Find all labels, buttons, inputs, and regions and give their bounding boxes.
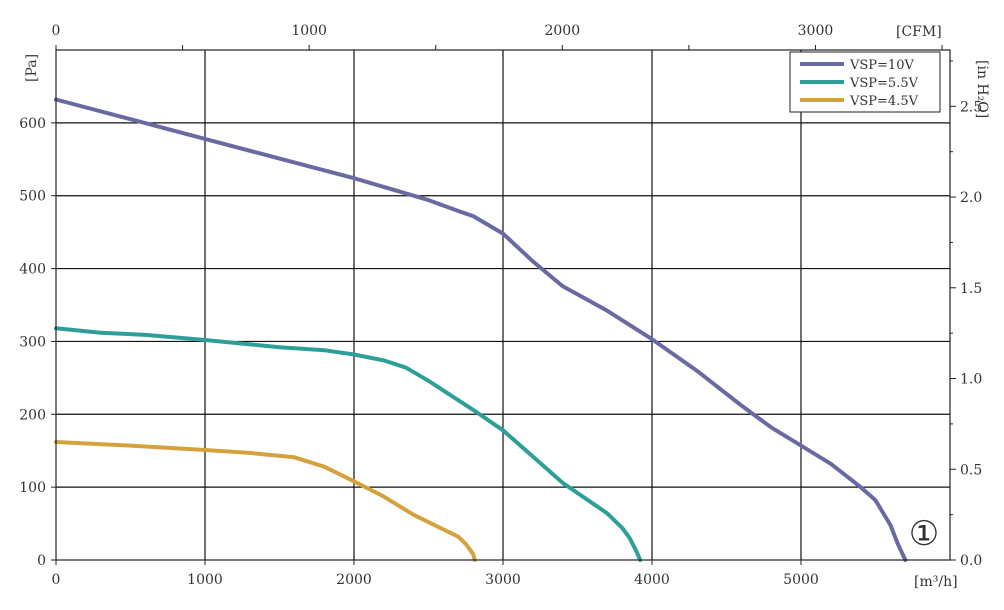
y-right-tick-label: 1.0 (960, 372, 982, 388)
legend-label: VSP=4.5V (849, 94, 919, 109)
grid-lines (56, 50, 950, 560)
y-tick-label: 400 (19, 262, 46, 278)
x-axis-bottom: 0 1000 2000 3000 4000 5000 (52, 560, 819, 588)
x-axis-top-cfm: 0 1000 2000 3000 (52, 23, 943, 50)
y-axis-unit-label: [Pa] (24, 54, 40, 82)
y-tick-label: 0 (37, 553, 46, 569)
x-tick-label: 4000 (634, 572, 670, 588)
legend-label: VSP=5.5V (849, 76, 919, 91)
x-tick-label: 1000 (187, 572, 223, 588)
series-line (54, 97, 908, 562)
y-right-tick-label: 2.5 (960, 99, 982, 115)
series-line (54, 326, 643, 562)
y-tick-label: 200 (19, 407, 46, 423)
x-tick-label: 3000 (485, 572, 521, 588)
y-tick-label: 500 (19, 189, 46, 205)
curve-number-marker: ① (909, 514, 939, 554)
x-tick-label: 5000 (783, 572, 819, 588)
y-right-tick-label: 0.5 (960, 462, 982, 478)
x-axis-unit-label: [m³/h] (914, 574, 958, 590)
x-top-tick-label: 3000 (798, 23, 834, 39)
x-axis-top-unit-label: [CFM] (896, 24, 942, 40)
y-right-tick-label: 1.5 (960, 281, 982, 297)
x-top-tick-label: 1000 (291, 23, 327, 39)
y-tick-label: 300 (19, 334, 46, 350)
x-tick-label: 2000 (336, 572, 372, 588)
y-right-tick-label: 0.0 (960, 553, 982, 569)
legend: VSP=10V VSP=5.5V VSP=4.5V (789, 51, 941, 113)
y-axis-right-unit-label: [in H₂O] (974, 60, 990, 118)
x-top-tick-label: 2000 (544, 23, 580, 39)
y-axis-right-inh2o: 0.0 0.5 1.0 1.5 2.0 2.5 (950, 60, 982, 569)
series-layer (54, 97, 908, 562)
x-tick-label: 0 (52, 572, 61, 588)
series-line (54, 440, 477, 562)
y-tick-label: 600 (19, 116, 46, 132)
legend-label: VSP=10V (849, 58, 914, 73)
y-tick-label: 100 (19, 480, 46, 496)
y-right-tick-label: 2.0 (960, 190, 982, 206)
y-axis-left: 0 100 200 300 400 500 600 (19, 116, 56, 569)
x-top-tick-label: 0 (52, 23, 61, 39)
